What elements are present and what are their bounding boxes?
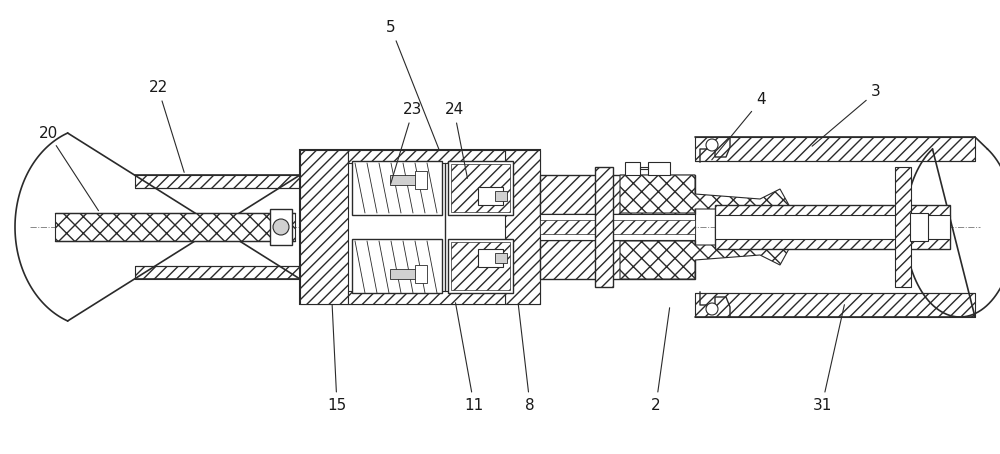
Bar: [540, 220, 695, 234]
Bar: [352, 239, 442, 293]
Bar: [495, 191, 507, 201]
Text: 22: 22: [148, 80, 184, 173]
Text: 11: 11: [455, 303, 484, 413]
Bar: [895, 167, 911, 287]
Bar: [478, 249, 503, 267]
Bar: [495, 253, 507, 263]
Bar: [135, 266, 300, 279]
Bar: [415, 265, 427, 283]
Bar: [390, 175, 420, 185]
Text: 24: 24: [444, 103, 467, 178]
Bar: [478, 187, 503, 205]
Bar: [451, 164, 510, 212]
Bar: [715, 205, 950, 249]
Text: 2: 2: [651, 308, 670, 413]
Text: 3: 3: [812, 84, 881, 146]
Bar: [300, 150, 540, 304]
Circle shape: [706, 303, 718, 315]
Circle shape: [706, 139, 718, 151]
Bar: [415, 171, 427, 189]
Bar: [352, 161, 442, 215]
Text: 15: 15: [327, 305, 347, 413]
Bar: [910, 213, 928, 241]
Bar: [55, 213, 295, 241]
Text: 4: 4: [712, 93, 766, 160]
Bar: [270, 209, 292, 245]
Bar: [695, 137, 975, 161]
Bar: [505, 150, 540, 304]
Bar: [540, 175, 695, 214]
Bar: [695, 293, 975, 317]
Text: 20: 20: [38, 125, 98, 211]
Bar: [348, 150, 505, 163]
Polygon shape: [620, 175, 790, 213]
Text: 23: 23: [391, 103, 423, 183]
Bar: [448, 161, 513, 215]
Polygon shape: [625, 162, 670, 175]
Text: 8: 8: [518, 305, 535, 413]
Bar: [540, 240, 695, 279]
Bar: [715, 215, 950, 239]
Bar: [448, 239, 513, 293]
Bar: [135, 175, 300, 188]
Bar: [451, 242, 510, 290]
Polygon shape: [620, 241, 790, 279]
Bar: [348, 291, 505, 304]
Bar: [390, 269, 420, 279]
Circle shape: [273, 219, 289, 235]
Bar: [540, 214, 695, 240]
Text: 5: 5: [386, 20, 439, 149]
Bar: [300, 150, 348, 304]
Text: 31: 31: [812, 305, 844, 413]
Bar: [595, 167, 613, 287]
